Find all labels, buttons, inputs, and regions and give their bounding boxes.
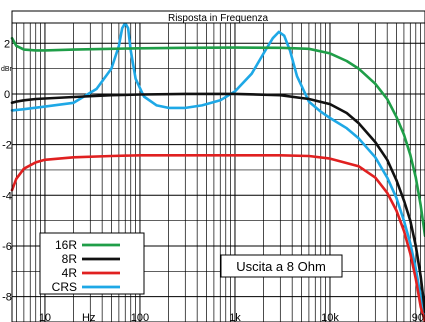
- series-line-8r: [10, 92, 425, 314]
- chart-title: Risposta in Frequenza: [168, 13, 268, 24]
- grid: [12, 23, 425, 322]
- series-line-crs: [10, 21, 425, 322]
- y-tick-label: -2: [2, 140, 12, 152]
- legend-box: [39, 232, 145, 295]
- y-tick-label: -6: [2, 241, 12, 253]
- x-tick-label: 10k: [321, 312, 339, 322]
- x-tick-label: 90k: [412, 312, 425, 322]
- x-tick-label: 10: [39, 312, 51, 322]
- x-tick-label: 1k: [229, 312, 241, 322]
- tick-labels: 2 0 -2 -4 -6 -8 10 100 1k 10k 90k: [2, 38, 425, 322]
- y-tick-label: -8: [2, 292, 12, 304]
- series-line-4r: [10, 154, 425, 322]
- y-tick-label: -4: [2, 190, 12, 202]
- series-line-16r: [10, 36, 425, 238]
- x-tick-label: 100: [131, 312, 149, 322]
- y-tick-label: 2: [4, 38, 10, 50]
- legend-label-4r: 4R: [62, 266, 78, 280]
- legend-label-crs: CRS: [52, 280, 77, 294]
- legend-label-16r: 16R: [55, 238, 77, 252]
- annotation-box: [220, 254, 343, 278]
- y-tick-label: 0: [4, 89, 10, 101]
- annotation-text: Uscita a 8 Ohm: [236, 259, 326, 274]
- series-lines: [10, 21, 425, 322]
- plot-frame: [11, 10, 425, 322]
- x-unit-label: Hz: [82, 312, 95, 322]
- legend-label-8r: 8R: [62, 252, 78, 266]
- y-axis-label: dBr: [1, 66, 13, 73]
